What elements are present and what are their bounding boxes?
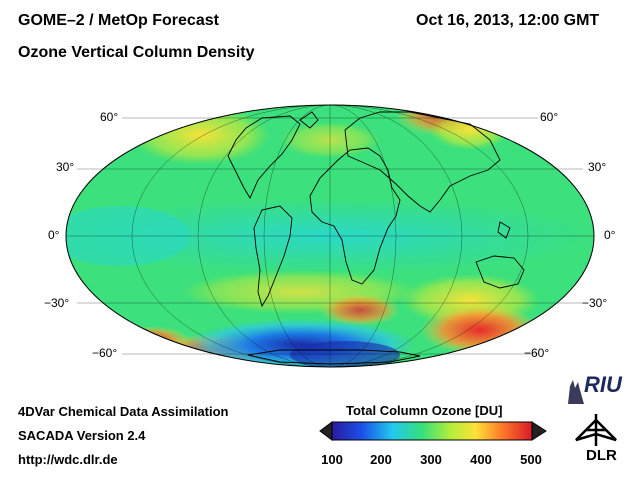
lat-label-0-left: 0° [48, 228, 60, 242]
colorbar-max-arrow [531, 421, 547, 441]
colorbar-tick-500: 500 [520, 452, 542, 467]
lat-label-60s-left: −60° [92, 346, 118, 360]
colorbar [319, 421, 547, 441]
footer-line2: SACADA Version 2.4 [18, 428, 146, 443]
lat-label-60n-left: 60° [100, 110, 119, 124]
lat-label-60s-right: −60° [524, 346, 550, 360]
datetime: Oct 16, 2013, 12:00 GMT [416, 12, 600, 29]
riu-logo-icon [568, 380, 584, 404]
lat-label-30n-left: 30° [56, 160, 75, 174]
lat-label-30s-left: −30° [44, 296, 70, 310]
colorbar-min-arrow [319, 421, 333, 441]
title-line2: Ozone Vertical Column Density [18, 44, 255, 61]
dlr-logo: DLR [586, 447, 617, 464]
dlr-logo-icon [575, 414, 617, 446]
riu-logo: RIU [584, 372, 622, 397]
colorbar-tick-300: 300 [420, 452, 442, 467]
lat-label-60n-right: 60° [540, 110, 559, 124]
title-line1: GOME–2 / MetOp Forecast [18, 12, 219, 29]
colorbar-title: Total Column Ozone [DU] [346, 403, 503, 418]
colorbar-tick-400: 400 [470, 452, 492, 467]
lat-label-30s-right: −30° [582, 296, 608, 310]
colorbar-tick-200: 200 [370, 452, 392, 467]
lat-label-0-right: 0° [604, 228, 616, 242]
lat-label-30n-right: 30° [588, 160, 607, 174]
footer-link[interactable]: http://wdc.dlr.de [18, 452, 118, 467]
colorbar-tick-100: 100 [321, 452, 343, 467]
footer-line1: 4DVar Chemical Data Assimilation [18, 404, 229, 419]
